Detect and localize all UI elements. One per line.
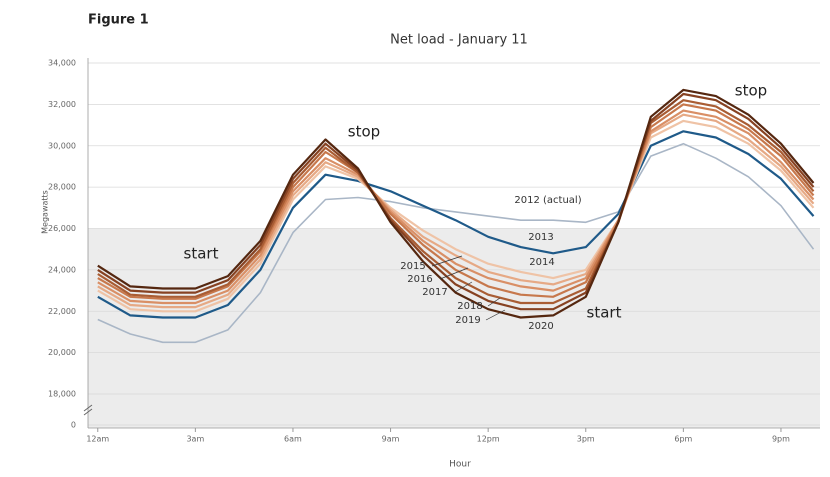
y-tick-label: 22,000 [48, 307, 76, 316]
figure-label: Figure 1 [88, 13, 149, 28]
series-label: 2020 [528, 321, 553, 332]
x-tick-label: 12pm [477, 435, 500, 444]
series-label: 2012 (actual) [514, 195, 581, 206]
x-tick-label: 9pm [772, 435, 790, 444]
x-tick-label: 9am [382, 435, 400, 444]
x-tick-label: 3am [186, 435, 204, 444]
x-tick-label: 6am [284, 435, 302, 444]
series-line [97, 99, 815, 305]
series-label: 2019 [455, 315, 480, 326]
series-label: 2018 [457, 301, 482, 312]
y-tick-label: 30,000 [48, 141, 76, 150]
label-leaders [431, 255, 506, 321]
series-line [97, 88, 815, 319]
y-tick-label: 28,000 [48, 183, 76, 192]
series-label: 2014 [529, 257, 554, 268]
series-line [97, 92, 815, 311]
series-line [97, 113, 815, 309]
annotation: start [587, 304, 622, 322]
y-tick-label: 18,000 [48, 390, 76, 399]
x-tick-label: 12am [86, 435, 109, 444]
y-tick-label: 0 [71, 421, 76, 430]
x-tick-label: 6pm [674, 435, 692, 444]
axis-break [83, 404, 93, 416]
y-tick-label: 24,000 [48, 265, 76, 274]
series-label: 2015 [400, 261, 425, 272]
x-axis-label: Hour [449, 460, 471, 470]
series-line [97, 109, 815, 305]
annotation: stop [735, 82, 767, 100]
series-line [97, 119, 815, 313]
annotation: start [184, 245, 219, 263]
series-line [97, 103, 815, 300]
x-tick-label: 3pm [577, 435, 595, 444]
y-tick-label: 34,000 [48, 59, 76, 68]
chart-title: Net load - January 11 [390, 33, 528, 48]
y-axis-label: Megawatts [41, 190, 50, 234]
series-label: 2013 [528, 232, 553, 243]
series-label: 2016 [407, 274, 432, 285]
series-line [97, 142, 815, 344]
annotation: stop [348, 123, 380, 141]
series-line [97, 130, 815, 319]
y-tick-label: 26,000 [48, 224, 76, 233]
series-label: 2017 [422, 287, 447, 298]
y-tick-label: 32,000 [48, 100, 76, 109]
y-tick-label: 20,000 [48, 348, 76, 357]
